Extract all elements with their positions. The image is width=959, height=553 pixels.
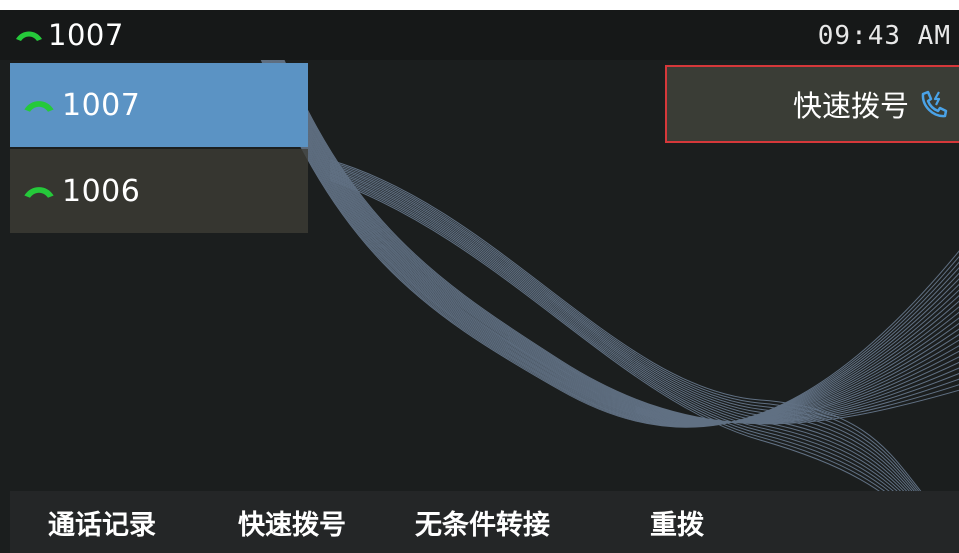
line-key-number: 1007 [62, 87, 141, 123]
phone-handset-icon [16, 31, 42, 41]
speed-dial-label: 快速拨号 [792, 89, 909, 123]
softkey-call-forward[interactable]: 无条件转接 [415, 509, 550, 541]
status-line-number: 1007 [48, 18, 124, 52]
phone-handset-icon [24, 187, 54, 198]
softkey-speed-dial[interactable]: 快速拨号 [238, 509, 346, 541]
line-key-number: 1006 [62, 173, 141, 209]
softkey-bar: 通话记录 快速拨号 无条件转接 重拨 [10, 491, 959, 553]
status-bar: 1007 09:43 AM [0, 10, 959, 60]
line-key-1006[interactable]: 1006 [10, 149, 308, 233]
speed-dial-icon [921, 90, 948, 118]
clock: 09:43 AM [817, 21, 951, 51]
phone-handset-icon [24, 101, 54, 112]
phone-screen: 1007 09:43 AM 1007 1006 快速拨号 通话记录 快速拨号 无… [0, 10, 959, 553]
speed-dial-key[interactable]: 快速拨号 [665, 65, 959, 143]
softkey-call-history[interactable]: 通话记录 [48, 509, 156, 541]
line-key-1007[interactable]: 1007 [10, 63, 308, 147]
softkey-redial[interactable]: 重拨 [650, 509, 704, 541]
status-line-indicator: 1007 [14, 18, 124, 52]
